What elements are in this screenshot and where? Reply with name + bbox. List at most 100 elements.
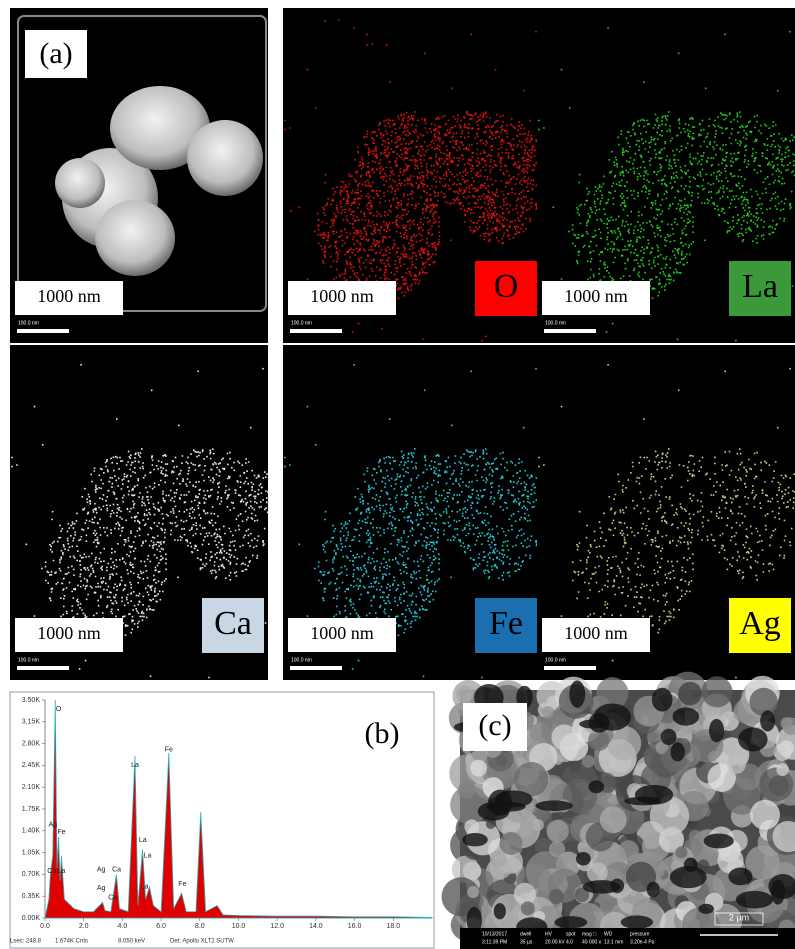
- info-text: 40 000 x: [582, 939, 602, 945]
- pore: [621, 916, 653, 929]
- scale-bar: [544, 666, 596, 670]
- info-bar: [460, 928, 795, 949]
- peak-label: Ag: [97, 885, 106, 892]
- scale-bar-text: 100.0 nm: [545, 657, 566, 663]
- peak-label: La: [58, 868, 66, 875]
- grain: [701, 676, 732, 707]
- particle: [187, 120, 263, 196]
- y-tick-label: 2.45K: [22, 762, 41, 769]
- peak-label: Ag: [97, 866, 106, 873]
- element-label: Ca: [214, 605, 252, 642]
- grain: [521, 901, 535, 915]
- x-tick-label: 10.0: [232, 923, 246, 930]
- pore: [589, 713, 610, 733]
- particle: [55, 158, 105, 208]
- x-tick-label: 18.0: [386, 923, 400, 930]
- peak-label: La: [131, 762, 139, 769]
- peak-label: Fe: [178, 881, 186, 888]
- pore: [771, 880, 785, 905]
- info-text: 20.00 kV: [545, 939, 565, 945]
- scale-text: 1000 nm: [564, 623, 628, 643]
- grain: [514, 883, 536, 905]
- grain: [769, 776, 789, 796]
- info-text: 35 µs: [520, 939, 533, 945]
- y-tick-label: 1.40K: [22, 828, 41, 835]
- pore: [709, 719, 724, 742]
- info-text: pressure: [630, 931, 650, 937]
- peak-label: Ca: [47, 868, 56, 875]
- pore: [624, 797, 661, 805]
- scale-text: 1000 nm: [310, 623, 374, 643]
- peak-label: Fe: [165, 747, 173, 754]
- y-tick-label: 2.10K: [22, 784, 41, 791]
- grain: [675, 846, 687, 858]
- x-tick-label: 16.0: [348, 923, 362, 930]
- grain: [486, 819, 496, 829]
- pore: [554, 916, 587, 928]
- pore: [728, 868, 752, 886]
- scale-bar-text: 100.0 nm: [291, 320, 312, 326]
- grain: [569, 761, 581, 773]
- peak-label: Ag: [48, 821, 57, 828]
- y-tick-label: 3.50K: [22, 697, 41, 704]
- pore: [462, 833, 488, 846]
- pore: [698, 904, 714, 914]
- scale-text: 1000 nm: [310, 286, 374, 306]
- info-text: HV: [545, 931, 553, 937]
- pore: [736, 891, 773, 909]
- particle: [95, 200, 175, 276]
- grain: [464, 819, 479, 834]
- grain: [549, 889, 564, 904]
- grain: [750, 688, 778, 716]
- peak-label: O: [56, 706, 62, 713]
- scale-text: 1000 nm: [37, 286, 101, 306]
- scale-bar-text: 100.0 nm: [18, 320, 39, 326]
- grain: [470, 760, 487, 777]
- element-label: Ag: [739, 605, 781, 642]
- grain: [551, 724, 577, 750]
- grain: [750, 800, 780, 830]
- pore: [647, 882, 660, 898]
- x-tick-label: 4.0: [118, 923, 128, 930]
- grain: [549, 841, 565, 857]
- x-tick-label: 14.0: [309, 923, 323, 930]
- grain: [727, 755, 746, 774]
- scale-bar-text: 100.0 nm: [291, 657, 312, 663]
- scale-bar: [17, 666, 69, 670]
- panel-label: (b): [365, 717, 400, 750]
- info-text: dwell: [520, 931, 531, 937]
- y-tick-label: 1.05K: [22, 849, 41, 856]
- grain: [499, 832, 522, 855]
- peak-label: La: [144, 853, 152, 860]
- pore: [760, 710, 775, 731]
- peak-label: Fe: [57, 829, 65, 836]
- y-tick-label: 0.35K: [22, 893, 41, 900]
- info-text: 3.20e-4 Pa: [630, 939, 655, 945]
- scale-text: 1000 nm: [564, 286, 628, 306]
- pore: [569, 680, 585, 707]
- grain: [619, 840, 639, 860]
- y-tick-label: 3.15K: [22, 719, 41, 726]
- pore: [652, 688, 673, 712]
- grain: [542, 706, 554, 718]
- info-text: 13.1 mm: [604, 939, 623, 945]
- x-tick-label: 12.0: [270, 923, 284, 930]
- info-text: 4.0: [566, 939, 573, 945]
- pore: [670, 742, 684, 761]
- x-tick-label: 2.0: [79, 923, 89, 930]
- grain: [776, 763, 789, 776]
- scale-bar-text: 100.0 nm: [18, 657, 39, 663]
- grain: [587, 862, 608, 883]
- pore: [704, 834, 734, 849]
- peak-label: La: [141, 884, 149, 891]
- info-text: spot: [566, 931, 576, 937]
- pore: [610, 879, 624, 893]
- info-text: WD: [604, 931, 613, 937]
- grain: [546, 820, 568, 842]
- y-tick-label: 1.75K: [22, 806, 41, 813]
- footer-text: 8.050 keV: [118, 939, 145, 945]
- scale-bar: [17, 329, 69, 333]
- peak-label: Ca: [112, 866, 121, 873]
- grain: [600, 806, 627, 833]
- footer-text: 1.674K Cnts: [55, 939, 88, 945]
